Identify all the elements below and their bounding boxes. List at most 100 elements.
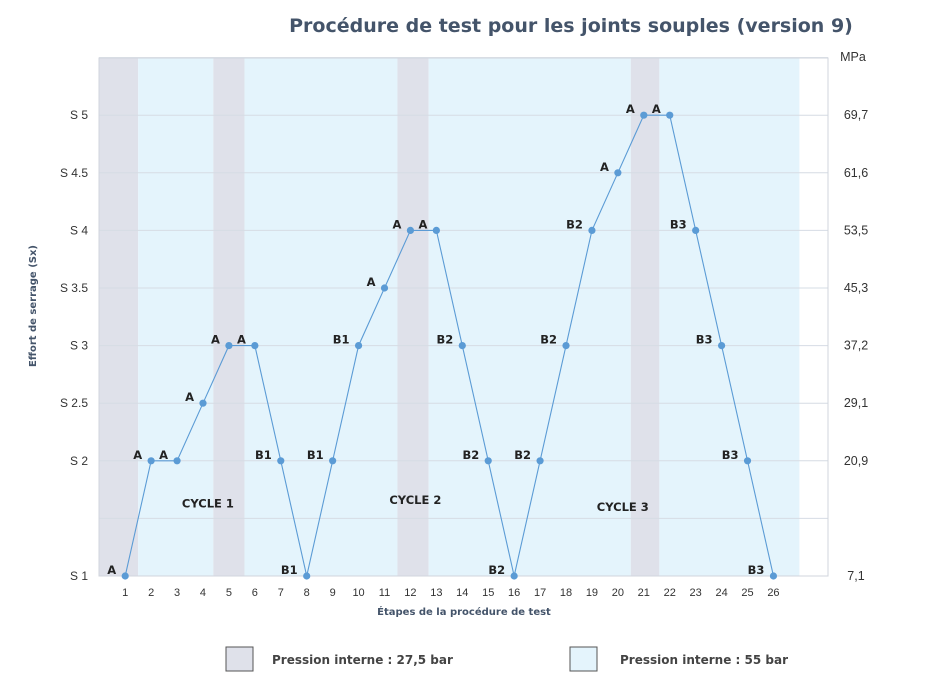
data-point bbox=[303, 572, 311, 580]
right-axis-unit: MPa bbox=[840, 50, 866, 64]
x-tick-label: 23 bbox=[690, 587, 702, 599]
data-point bbox=[406, 226, 415, 234]
right-tick-label: 20,9 bbox=[844, 454, 868, 468]
point-label: A bbox=[211, 333, 220, 347]
point-label: A bbox=[133, 448, 142, 462]
pressure-band-high bbox=[428, 58, 631, 576]
x-tick-label: 12 bbox=[404, 587, 416, 599]
right-tick-label: 61,6 bbox=[844, 166, 868, 180]
data-point bbox=[277, 457, 285, 465]
plot-frame bbox=[98, 57, 829, 577]
data-point bbox=[354, 342, 363, 350]
right-tick-label: 69,7 bbox=[844, 108, 868, 122]
x-tick-label: 17 bbox=[534, 587, 546, 599]
point-label: B2 bbox=[566, 217, 583, 231]
cycle-label: CYCLE 3 bbox=[597, 500, 649, 514]
data-point bbox=[199, 399, 207, 407]
legend-swatch-high bbox=[569, 646, 598, 672]
x-tick-label: 4 bbox=[200, 587, 206, 599]
cycle-label: CYCLE 2 bbox=[389, 493, 441, 507]
point-label: A bbox=[367, 275, 376, 289]
point-label: B2 bbox=[462, 448, 479, 462]
x-tick-label: 2 bbox=[148, 587, 154, 599]
data-point bbox=[640, 111, 648, 119]
data-point bbox=[432, 226, 440, 234]
point-label: B3 bbox=[748, 563, 765, 577]
data-point bbox=[769, 572, 778, 580]
x-tick-label: 1 bbox=[122, 587, 128, 599]
data-point bbox=[562, 342, 570, 350]
x-tick-label: 16 bbox=[508, 587, 520, 599]
data-point bbox=[121, 572, 129, 580]
pressure-band-low bbox=[213, 58, 245, 576]
point-label: A bbox=[626, 102, 635, 116]
data-point bbox=[458, 342, 466, 350]
x-tick-label: 10 bbox=[352, 587, 364, 599]
point-label: A bbox=[600, 160, 609, 174]
legend-swatch-low bbox=[225, 646, 254, 672]
pressure-band-high bbox=[659, 58, 800, 576]
pressure-band-low bbox=[630, 58, 660, 576]
x-tick-label: 26 bbox=[767, 587, 779, 599]
x-axis-label: Étapes de la procédure de test bbox=[377, 605, 551, 618]
x-tick-label: 5 bbox=[226, 587, 232, 599]
cycle-label: CYCLE 1 bbox=[182, 496, 234, 510]
cycle-labels: CYCLE 1 CYCLE 2 CYCLE 3 bbox=[182, 493, 649, 514]
y-tick-label: S 1 bbox=[70, 569, 88, 583]
y-tick-label: S 2.5 bbox=[60, 396, 88, 410]
point-label: B1 bbox=[333, 333, 350, 347]
x-tick-label: 20 bbox=[612, 587, 624, 599]
data-point bbox=[173, 457, 181, 465]
point-label: A bbox=[107, 563, 116, 577]
data-point bbox=[147, 457, 155, 465]
right-tick-label: 29,1 bbox=[844, 396, 868, 410]
x-tick-label: 14 bbox=[456, 587, 468, 599]
y-tick-label: S 5 bbox=[70, 108, 88, 122]
data-point bbox=[588, 226, 596, 234]
point-label: A bbox=[418, 217, 427, 231]
x-tick-label: 9 bbox=[330, 587, 336, 599]
point-label: B1 bbox=[307, 448, 324, 462]
y-tick-label: S 4 bbox=[70, 223, 88, 237]
data-point bbox=[717, 342, 726, 350]
x-tick-label: 21 bbox=[638, 587, 650, 599]
point-label: B2 bbox=[488, 563, 505, 577]
y-axis-label: Effort de serrage (Sx) bbox=[28, 245, 39, 367]
series-line bbox=[124, 114, 774, 577]
x-tick-labels: 1 2 3 4 5 6 7 8 9 10 11 12 13 14 15 16 17 18 19 20 21 22 23 24 2… bbox=[122, 587, 779, 599]
y-tick-label: S 3.5 bbox=[60, 281, 88, 295]
right-tick-label: 53,5 bbox=[844, 223, 868, 237]
x-tick-label: 11 bbox=[379, 587, 390, 599]
x-tick-label: 19 bbox=[586, 587, 598, 599]
data-point bbox=[536, 457, 544, 465]
data-point bbox=[692, 226, 700, 234]
point-label: A bbox=[185, 390, 194, 404]
pressure-bands bbox=[99, 58, 800, 576]
x-tick-label: 15 bbox=[482, 587, 494, 599]
point-labels: A A A A A A B1 B1 B1 B1 A A A B2 B2 B2 B2 B2 B2 A A A B3 B3 B3 B3 bbox=[107, 102, 764, 577]
point-label: B3 bbox=[696, 333, 713, 347]
y-tick-label: S 3 bbox=[70, 339, 88, 353]
data-point bbox=[666, 111, 674, 119]
point-label: B1 bbox=[281, 563, 298, 577]
pressure-band-high bbox=[138, 58, 214, 576]
point-label: A bbox=[237, 333, 246, 347]
right-tick-label: 37,2 bbox=[844, 339, 868, 353]
legend: Pression interne : 27,5 bar Pression inte… bbox=[225, 646, 788, 672]
point-label: A bbox=[159, 448, 168, 462]
legend-label: Pression interne : 27,5 bar bbox=[272, 653, 453, 667]
data-points bbox=[121, 111, 778, 580]
x-tick-label: 8 bbox=[304, 587, 310, 599]
point-label: B2 bbox=[514, 448, 531, 462]
data-point bbox=[614, 169, 622, 177]
x-tick-label: 3 bbox=[174, 587, 180, 599]
right-tick-labels: 7,1 20,9 29,1 37,2 45,3 53,5 61,6 69,7 bbox=[844, 108, 868, 583]
x-tick-label: 6 bbox=[252, 587, 258, 599]
x-tick-label: 13 bbox=[430, 587, 442, 599]
point-label: B1 bbox=[255, 448, 272, 462]
legend-label: Pression interne : 55 bar bbox=[620, 653, 788, 667]
point-label: B2 bbox=[540, 333, 557, 347]
data-point bbox=[743, 457, 752, 465]
data-point bbox=[380, 284, 389, 292]
